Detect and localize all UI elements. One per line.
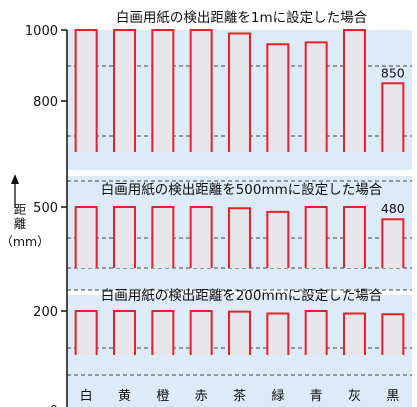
bar [151,310,175,355]
x-tick-label: 黒 [386,389,399,404]
bar [228,207,251,268]
bar [304,41,328,152]
bar [304,206,328,268]
x-tick-label: 茶 [233,388,246,404]
bar-fill [305,42,327,152]
bar [74,206,98,268]
bar-fill [344,30,365,152]
bar [74,310,98,355]
bar [304,310,328,355]
bar [343,206,366,268]
x-tick-label: 黄 [118,389,131,404]
bar [266,312,290,355]
bar-fill [229,208,250,268]
bar [74,29,98,152]
x-tick-label: 灰 [348,389,361,404]
bar-fill [190,311,212,355]
data-label: 480 [381,201,405,216]
bar-fill [152,311,174,355]
data-label: 850 [381,65,405,80]
y-tick-label: 500 [33,201,58,216]
bar [151,206,175,268]
bar [381,313,405,355]
y-tick-label: 1000 [25,24,58,39]
bar-fill [229,33,250,152]
bar [266,210,290,268]
bar-fill [382,314,404,355]
y-axis-unit: （mm） [0,234,49,249]
bar-fill [267,313,289,355]
bar [189,310,213,355]
series-title: 白画用紙の検出距離を500mmに設定した場合 [101,182,383,198]
x-tick-label: 緑 [271,389,284,404]
bar-fill [305,311,327,355]
bar [189,29,213,152]
y-tick-label: 800 [33,95,58,110]
bar [113,206,136,268]
bar-fill [114,207,135,268]
x-tick-label: 白 [80,388,93,404]
bar-fill [382,83,404,152]
chart-labels: 850 白画用紙の検出距離を1mに設定した場合 480 白画用紙の検出距離を500mm… [0,10,404,407]
bar-fill [382,219,404,268]
bar-fill [344,313,365,355]
bar-fill [305,207,327,268]
bar-fill [75,311,97,355]
bar-fill [229,311,250,355]
bar-fill [152,30,174,152]
bar-fill [190,207,212,268]
bar [343,312,366,355]
bar [343,29,366,152]
bar-fill [267,211,289,268]
bar [381,82,405,152]
series-title: 白画用紙の検出距離を1mに設定した場合 [116,10,368,26]
series-title: 白画用紙の検出距離を200mmに設定した場合 [101,288,383,304]
x-tick-label: 橙 [156,389,169,404]
bar-fill [114,311,135,355]
bar-fill [75,30,97,152]
x-tick-label: 青 [310,389,323,404]
bar-fill [75,207,97,268]
bar-fill [267,44,289,153]
bar [228,32,251,152]
bar [151,29,175,152]
bar [113,310,136,355]
bar [228,310,251,355]
y-tick-label: 200 [33,305,58,320]
chart-axes [11,29,68,407]
bar [113,29,136,152]
y-axis-label: 離 [14,216,27,231]
y-tick-label: 0 [50,404,58,407]
bar [189,206,213,268]
chart-bars [74,29,405,355]
y-axis-label: 距 [14,202,27,217]
bar-fill [152,207,174,268]
bar [381,218,405,268]
x-tick-label: 赤 [195,389,208,404]
bar-fill [344,207,365,268]
bar [266,43,290,152]
bar-fill [190,30,212,152]
y-axis-arrowhead [11,174,19,184]
bar-fill [114,30,135,152]
